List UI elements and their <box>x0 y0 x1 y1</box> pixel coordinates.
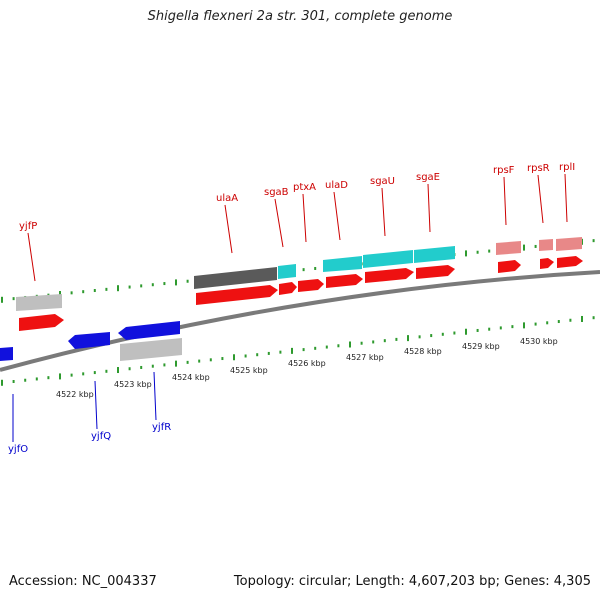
gene-label-yjfO[interactable]: yjfO <box>8 444 28 455</box>
cds-arrow-rpsF[interactable] <box>498 260 521 273</box>
gene-label-ulaA[interactable]: ulaA <box>216 193 238 204</box>
gene-bar-ulaA[interactable] <box>194 267 277 289</box>
scale-label-3: 4525 kbp <box>230 366 268 375</box>
gene-label-sgaU[interactable]: sgaU <box>370 176 395 187</box>
cds-arrow-ulaA[interactable] <box>196 285 278 305</box>
leader-line-yjfP <box>27 232 36 282</box>
cds-arrow-yjfQ[interactable] <box>68 332 110 349</box>
leader-line-sgaB <box>274 198 284 248</box>
leader-line-sgaU <box>381 187 386 237</box>
scale-label-1: 4523 kbp <box>114 380 152 389</box>
cds-arrow-ptxA[interactable] <box>298 279 324 292</box>
summary-text: Topology: circular; Length: 4,607,203 bp… <box>233 574 591 589</box>
gene-bar-rplI[interactable] <box>556 237 582 251</box>
cds-arrow-sgaU[interactable] <box>365 268 414 283</box>
gene-bar-yjfP[interactable] <box>16 294 62 311</box>
cds-arrow-sgaE[interactable] <box>416 265 455 279</box>
gene-label-yjfR[interactable]: yjfR <box>152 422 171 433</box>
gene-bar-sgaB[interactable] <box>278 264 296 279</box>
gene-label-sgaE[interactable]: sgaE <box>416 172 440 183</box>
leader-line-yjfQ <box>94 380 98 430</box>
gene-bar-rpsF[interactable] <box>496 241 521 255</box>
genome-title: Shigella flexneri 2a str. 301, complete … <box>147 9 453 24</box>
leader-line-yjfR <box>153 371 157 421</box>
cds-arrow-yjfR[interactable] <box>118 321 180 340</box>
scale-label-8: 4530 kbp <box>520 337 558 346</box>
cds-arrow-ulaD[interactable] <box>326 274 363 288</box>
scale-labels: 4522 kbp 4523 kbp 4524 kbp 4525 kbp 4526 kbp… <box>56 337 558 399</box>
scale-label-2: 4524 kbp <box>172 373 210 382</box>
cds-arrow-yjfO[interactable] <box>0 347 13 361</box>
leader-line-sgaE <box>427 183 431 233</box>
leader-line-ulaA <box>224 204 233 254</box>
gene-bar-sgaU[interactable] <box>363 250 413 268</box>
cds-arrow-rpsR[interactable] <box>540 258 554 269</box>
leader-line-rpsR <box>537 174 544 224</box>
gene-bar-rpsR[interactable] <box>539 239 553 251</box>
gene-label-yjfP[interactable]: yjfP <box>19 221 37 232</box>
gene-bar-sgaE[interactable] <box>414 246 455 263</box>
cds-arrow-sgaB[interactable] <box>279 282 297 295</box>
genome-backbone <box>0 270 600 372</box>
gene-label-rpsF[interactable]: rpsF <box>493 165 515 176</box>
leader-line-rpsF <box>503 176 507 226</box>
gene-label-sgaB[interactable]: sgaB <box>264 187 289 198</box>
label-leader-lines <box>12 173 568 442</box>
gene-bar-yjfR[interactable] <box>120 338 182 361</box>
leader-line-rplI <box>564 173 568 223</box>
scale-label-6: 4528 kbp <box>404 347 442 356</box>
scale-label-4: 4526 kbp <box>288 359 326 368</box>
gene-label-ptxA[interactable]: ptxA <box>293 182 316 193</box>
accession-text: Accession: NC_004337 <box>9 574 157 589</box>
gene-label-yjfQ[interactable]: yjfQ <box>91 431 111 442</box>
cds-arrow-rplI[interactable] <box>557 256 583 268</box>
scale-label-7: 4529 kbp <box>462 342 500 351</box>
gene-label-rpsR[interactable]: rpsR <box>527 163 550 174</box>
lower-tick-track <box>1 315 595 386</box>
cds-arrow-yjfP[interactable] <box>19 314 64 331</box>
leader-line-ptxA <box>302 193 307 243</box>
leader-line-ulaD <box>333 191 341 241</box>
scale-label-5: 4527 kbp <box>346 353 384 362</box>
gene-labels: yjfP ulaA sgaB ptxA ulaD sgaU sgaE rpsF rpsR rplI… <box>8 162 575 455</box>
gene-bar-ulaD[interactable] <box>323 256 362 272</box>
gene-label-ulaD[interactable]: ulaD <box>325 180 348 191</box>
scale-label-0: 4522 kbp <box>56 390 94 399</box>
gene-label-rplI[interactable]: rplI <box>559 162 575 173</box>
